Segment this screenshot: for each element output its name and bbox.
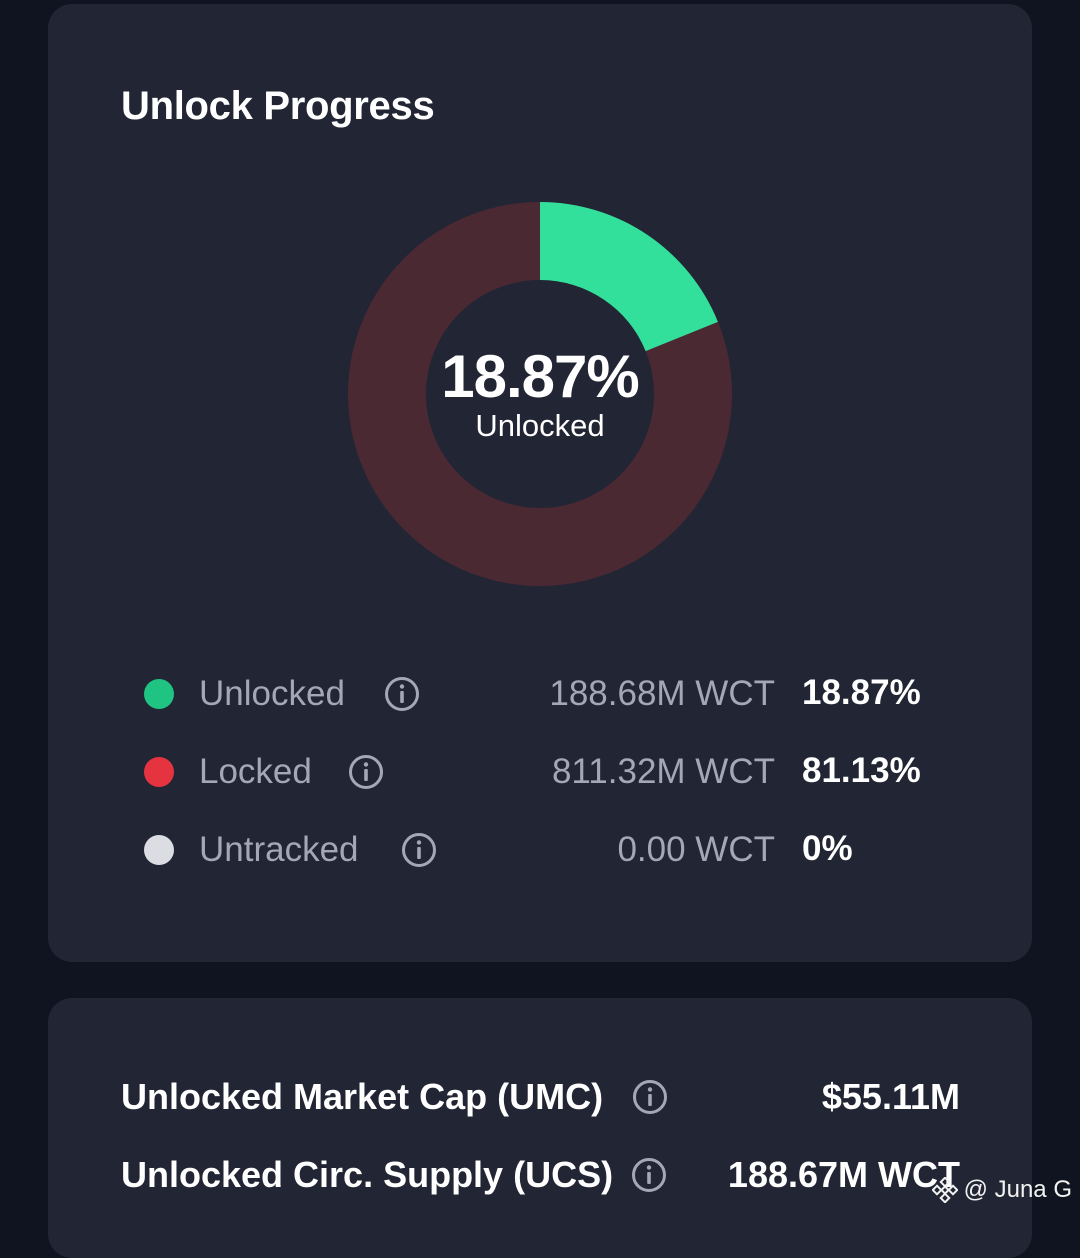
- card-title: Unlock Progress: [121, 84, 435, 128]
- stat-row-ucs: Unlocked Circ. Supply (UCS) 188.67M WCT: [48, 1146, 1032, 1206]
- binance-logo-icon: [931, 1177, 958, 1203]
- stat-label: Unlocked Circ. Supply (UCS): [121, 1154, 614, 1195]
- info-icon[interactable]: [632, 1079, 668, 1115]
- untracked-dot: [144, 835, 174, 865]
- unlocked-caption: Unlocked: [475, 408, 605, 443]
- unlocked-dot: [144, 679, 174, 709]
- stat-row-umc: Unlocked Market Cap (UMC) $55.11M: [48, 1068, 1032, 1128]
- legend-row-untracked: Untracked 0.00 WCT 0%: [48, 820, 1032, 880]
- unlocked-percentage: 18.87%: [441, 343, 640, 410]
- legend-amount: 811.32M WCT: [551, 752, 775, 791]
- legend-label: Untracked: [199, 830, 359, 869]
- unlock-donut-chart: [348, 202, 732, 586]
- donut-unlocked-arc: [540, 202, 718, 352]
- stat-label: Unlocked Market Cap (UMC): [121, 1076, 604, 1117]
- watermark: @ Juna G: [931, 1176, 1072, 1204]
- info-icon[interactable]: [384, 676, 420, 712]
- watermark-text: @ Juna G: [963, 1176, 1072, 1203]
- locked-dot: [144, 757, 174, 787]
- legend-row-unlocked: Unlocked 188.68M WCT 18.87%: [48, 664, 1032, 724]
- legend-percent: 0%: [802, 829, 853, 868]
- legend-row-locked: Locked 811.32M WCT 81.13%: [48, 742, 1032, 802]
- legend-percent: 18.87%: [802, 673, 921, 712]
- stat-value: $55.11M: [821, 1076, 960, 1117]
- stat-value: 188.67M WCT: [727, 1154, 960, 1195]
- info-icon[interactable]: [348, 754, 384, 790]
- legend-amount: 188.68M WCT: [549, 674, 775, 713]
- legend-amount: 0.00 WCT: [617, 830, 775, 869]
- unlock-progress-card: Unlock Progress 18.87% Unlocked Unlocked…: [48, 4, 1032, 962]
- legend-percent: 81.13%: [802, 751, 921, 790]
- legend-label: Locked: [199, 752, 312, 791]
- info-icon[interactable]: [631, 1157, 667, 1193]
- info-icon[interactable]: [401, 832, 437, 868]
- legend-label: Unlocked: [199, 674, 345, 713]
- supply-stats-card: Unlocked Market Cap (UMC) $55.11M Unlock…: [48, 998, 1032, 1258]
